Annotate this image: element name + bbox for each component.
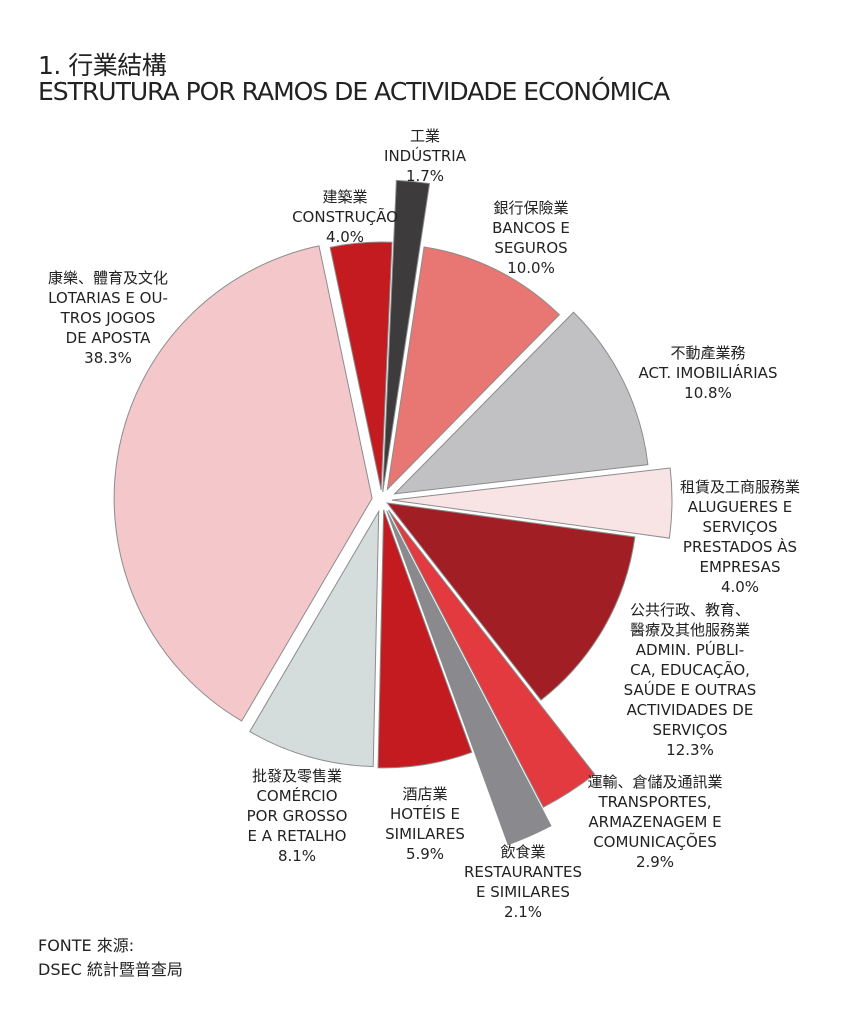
label-zh: 運輸、倉儲及通訊業 [587, 773, 723, 791]
label-pt: BANCOS E [492, 219, 570, 237]
label-pt: SERVIÇOS [702, 518, 778, 536]
label-zh: 醫療及其他服務業 [629, 621, 750, 639]
label-pt: COMÉRCIO [256, 787, 338, 805]
label-pt: SERVIÇOS [652, 721, 728, 739]
pie-slice-transportes [388, 509, 596, 808]
label-zh: 建築業 [322, 188, 368, 206]
label-pt: SEGUROS [494, 239, 568, 257]
label-value: 38.3% [84, 349, 132, 367]
label-pt: ACT. IMOBILIÁRIAS [638, 364, 778, 382]
label-pt: CA, EDUCAÇÃO, [630, 661, 750, 679]
slice-label-lotarias: 康樂、體育及文化 LOTARIAS E OU- TROS JOGOS DE APOST… [0, 268, 228, 368]
label-pt: CONSTRUÇÃO [292, 208, 398, 226]
slice-label-alugueres: 租賃及工商服務業 ALUGUERES E SERVIÇOS PRESTADOS ÀS E… [620, 477, 849, 597]
label-value: 1.7% [405, 167, 445, 185]
label-pt: DE APOSTA [65, 329, 151, 347]
label-pt: PRESTADOS ÀS [682, 538, 798, 556]
label-value: 4.0% [325, 228, 365, 246]
slice-label-bancos: 銀行保險業 BANCOS E SEGUROS 10.0% [411, 198, 651, 278]
source-line-2: DSEC 統計暨普查局 [38, 960, 183, 979]
label-zh: 銀行保險業 [493, 199, 569, 217]
pie-slice-restaurantes [386, 510, 552, 846]
label-pt: RESTAURANTES [463, 863, 583, 881]
label-zh: 酒店業 [402, 785, 448, 803]
label-pt: INDÚSTRIA [384, 147, 466, 165]
slice-label-transportes: 運輸、倉儲及通訊業 TRANSPORTES, ARMAZENAGEM E COMUNI… [535, 772, 775, 872]
slice-label-imobiliarias: 不動產業務 ACT. IMOBILIÁRIAS 10.8% [588, 343, 828, 403]
label-pt: SAÚDE E OUTRAS [623, 681, 757, 699]
label-value: 5.9% [405, 845, 445, 863]
pie-slice-admin [386, 502, 636, 701]
label-pt: EMPRESAS [699, 558, 781, 576]
label-pt: TRANSPORTES, [598, 793, 712, 811]
label-value: 8.1% [277, 847, 317, 865]
label-value: 12.3% [666, 741, 714, 759]
label-pt: HOTÉIS E [390, 805, 460, 823]
label-value: 2.1% [503, 903, 543, 921]
label-pt: POR GROSSO [246, 807, 348, 825]
label-value: 10.0% [507, 259, 555, 277]
label-pt: LOTARIAS E OU- [48, 289, 168, 307]
label-pt: COMUNICAÇÕES [593, 833, 717, 851]
source-note: FONTE 來源: DSEC 統計暨普查局 [38, 934, 183, 982]
source-line-1: FONTE 來源: [38, 936, 135, 955]
label-pt: E SIMILARES [476, 883, 570, 901]
label-zh: 批發及零售業 [251, 767, 342, 785]
pie-slice-industria [382, 179, 431, 493]
label-zh: 不動產業務 [670, 344, 746, 362]
label-pt: ACTIVIDADES DE [626, 701, 754, 719]
label-zh: 租賃及工商服務業 [679, 478, 800, 496]
slice-label-comercio: 批發及零售業 COMÉRCIO POR GROSSO E A RETALHO 8.1% [177, 766, 417, 866]
label-pt: E A RETALHO [247, 827, 347, 845]
chart-title-zh: 1. 行業結構 [38, 51, 167, 80]
pie-slice-comercio [249, 509, 380, 767]
pie-slice-hoteis [377, 509, 473, 769]
pie-slice-lotarias [113, 245, 373, 722]
label-pt: SIMILARES [385, 825, 465, 843]
slice-label-industria: 工業 INDÚSTRIA 1.7% [305, 126, 545, 186]
slice-label-restaurantes: 飲食業 RESTAURANTES E SIMILARES 2.1% [403, 842, 643, 922]
slice-label-hoteis: 酒店業 HOTÉIS E SIMILARES 5.9% [305, 784, 545, 864]
label-zh: 康樂、體育及文化 [47, 269, 168, 287]
pie-slice-imobiliarias [393, 311, 649, 495]
label-value: 2.9% [635, 853, 675, 871]
slice-label-construcao: 建築業 CONSTRUÇÃO 4.0% [225, 187, 465, 247]
chart-title-pt: ESTRUTURA POR RAMOS DE ACTIVIDADE ECONÓM… [38, 77, 670, 106]
label-zh: 工業 [409, 127, 440, 145]
label-zh: 公共行政、教育、 [629, 601, 750, 619]
pie-slice-bancos [386, 246, 561, 491]
slice-label-admin: 公共行政、教育、 醫療及其他服務業 ADMIN. PÚBLI- CA, EDUCAÇÃ… [570, 600, 810, 760]
label-pt: ARMAZENAGEM E [588, 813, 722, 831]
pie-slice-construcao [329, 241, 393, 491]
label-value: 4.0% [720, 578, 760, 596]
pie-slice-alugueres [391, 467, 673, 539]
label-pt: ALUGUERES E [687, 498, 793, 516]
label-pt: TROS JOGOS [60, 309, 156, 327]
label-pt: ADMIN. PÚBLI- [635, 641, 745, 659]
label-value: 10.8% [684, 384, 732, 402]
label-zh: 飲食業 [500, 843, 546, 861]
